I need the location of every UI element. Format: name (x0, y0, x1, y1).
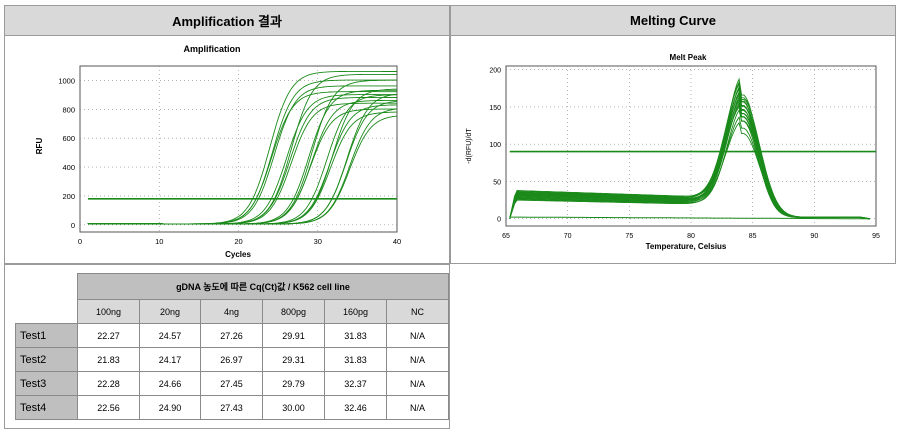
amplification-xlabel: Cycles (225, 250, 251, 259)
table-cell: 31.83 (324, 347, 387, 372)
amplification-chart: Amplification RFU Cycles 0 10 20 30 40020040… (35, 44, 401, 259)
amplification-y-tick-label: 0 (71, 221, 75, 230)
melt-curve (509, 121, 870, 220)
melt-y-tick-label: 150 (489, 105, 501, 112)
amplification-y-tick-label: 1000 (58, 76, 75, 85)
table-cell: 21.83 (77, 347, 140, 372)
melt-curve (509, 216, 868, 220)
amplification-title: Amplification (183, 44, 240, 54)
table-cell: 27.26 (200, 323, 263, 348)
column-header: 20ng (139, 299, 201, 324)
amplification-x-tick-label: 40 (393, 237, 401, 246)
amplification-panel: Amplification 결과 Amplification RFU Cycle… (4, 5, 450, 264)
column-header: NC (386, 299, 449, 324)
amplification-x-tick-label: 20 (234, 237, 242, 246)
amplification-x-tick-label: 0 (78, 237, 82, 246)
melt-x-tick-label: 75 (625, 233, 633, 240)
table-cell: 32.37 (324, 371, 387, 396)
table-cell: 24.17 (139, 347, 201, 372)
table-cell: 24.66 (139, 371, 201, 396)
column-header: 160pg (324, 299, 387, 324)
table-cell: 32.46 (324, 395, 387, 420)
column-header: 4ng (200, 299, 263, 324)
table-cell: 27.43 (200, 395, 263, 420)
amplification-y-tick-label: 800 (62, 105, 75, 114)
table-cell: 29.91 (262, 323, 325, 348)
ct-results-table: gDNA 농도에 따른 Cq(Ct)값 / K562 cell line 100… (15, 273, 449, 420)
table-cell: N/A (386, 395, 449, 420)
table-corner (15, 299, 78, 324)
table-cell: 22.27 (77, 323, 140, 348)
melt-y-tick-label: 50 (493, 179, 501, 186)
column-header: 800pg (262, 299, 325, 324)
melt-y-tick-label: 200 (489, 68, 501, 75)
table-row: Test4 22.56 24.90 27.43 30.00 32.46 N/A (15, 395, 449, 420)
table-cell: 24.57 (139, 323, 201, 348)
melt-x-tick-label: 65 (502, 233, 510, 240)
amplification-curve (87, 115, 398, 225)
table-corner (15, 273, 78, 300)
table-caption: gDNA 농도에 따른 Cq(Ct)값 / K562 cell line (77, 273, 449, 300)
table-cell: 22.28 (77, 371, 140, 396)
row-header: Test1 (15, 323, 78, 348)
amplification-x-tick-label: 30 (314, 237, 322, 246)
table-cell: 31.83 (324, 323, 387, 348)
amplification-header: Amplification 결과 (5, 6, 449, 36)
melt-x-tick-label: 80 (687, 233, 695, 240)
table-cell: N/A (386, 323, 449, 348)
amplification-ylabel: RFU (35, 138, 44, 155)
table-cell: 22.56 (77, 395, 140, 420)
table-cell: 27.45 (200, 371, 263, 396)
melt-x-tick-label: 95 (872, 233, 880, 240)
table-cell: 29.79 (262, 371, 325, 396)
amplification-y-tick-label: 400 (62, 163, 75, 172)
table-cell: 24.90 (139, 395, 201, 420)
amplification-x-tick-label: 10 (155, 237, 163, 246)
table-row: Test1 22.27 24.57 27.26 29.91 31.83 N/A (15, 323, 449, 348)
table-row: Test2 21.83 24.17 26.97 29.31 31.83 N/A (15, 347, 449, 372)
table-cell: N/A (386, 347, 449, 372)
melting-header: Melting Curve (451, 6, 895, 36)
melt-x-tick-label: 90 (810, 233, 818, 240)
melt-peak-chart: Melt Peak -d(RFU)/dT Temperature, Celsiu… (466, 53, 880, 251)
melt-x-tick-label: 70 (564, 233, 572, 240)
amplification-plot-area (79, 65, 398, 233)
table-cell: 30.00 (262, 395, 325, 420)
amplification-y-tick-label: 200 (62, 192, 75, 201)
row-header: Test4 (15, 395, 78, 420)
results-table-panel: gDNA 농도에 따른 Cq(Ct)값 / K562 cell line 100… (4, 264, 450, 429)
melt-ylabel: -d(RFU)/dT (466, 128, 473, 164)
row-header: Test3 (15, 371, 78, 396)
row-header: Test2 (15, 347, 78, 372)
column-header: 100ng (77, 299, 140, 324)
melt-y-tick-label: 100 (489, 142, 501, 149)
amplification-y-tick-label: 600 (62, 134, 75, 143)
melt-xlabel: Temperature, Celsius (646, 242, 727, 251)
table-row: Test3 22.28 24.66 27.45 29.79 32.37 N/A (15, 371, 449, 396)
table-cell: 26.97 (200, 347, 263, 372)
melt-y-tick-label: 0 (497, 217, 501, 224)
table-cell: N/A (386, 371, 449, 396)
melting-curve-panel: Melting Curve Melt Peak -d(RFU)/dT Tempe… (450, 5, 896, 264)
melt-title: Melt Peak (670, 53, 707, 62)
melt-x-tick-label: 85 (749, 233, 757, 240)
table-cell: 29.31 (262, 347, 325, 372)
